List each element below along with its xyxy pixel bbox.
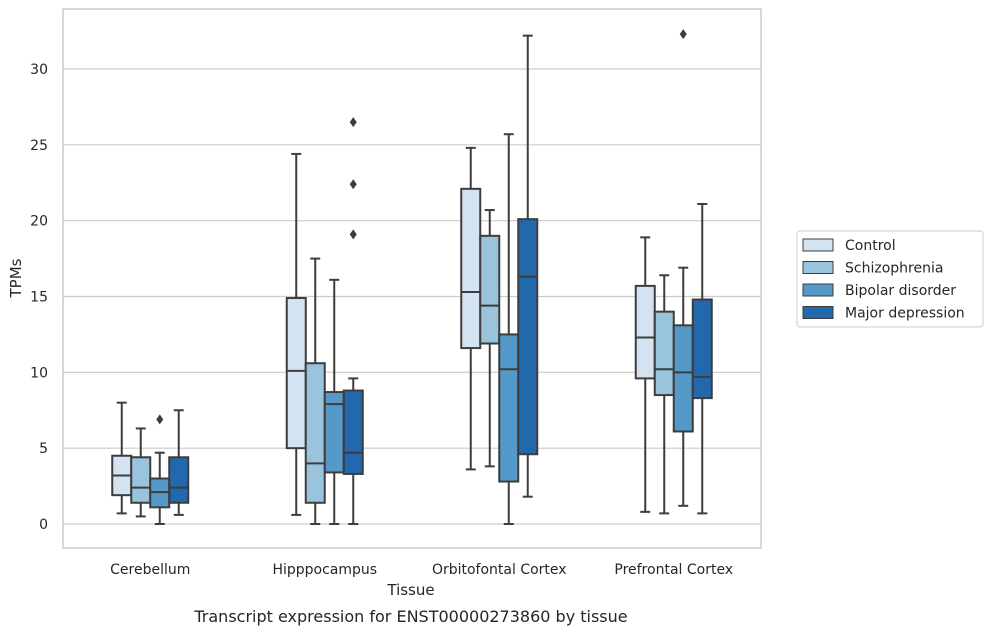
box-orbitofontal-cortex-major-depression <box>517 34 539 498</box>
box-cerebellum-major-depression <box>168 409 190 516</box>
box-cerebellum-control <box>111 401 133 515</box>
box-hipppocampus-bipolar-disorder <box>323 278 345 525</box>
y-tick-label: 25 <box>30 138 48 154</box>
legend-entry: Control <box>845 238 896 254</box>
y-tick-label: 15 <box>30 290 48 306</box>
box-iqr <box>517 218 539 456</box>
box-iqr <box>672 324 694 433</box>
box-iqr <box>634 284 656 380</box>
y-tick-label: 5 <box>39 441 48 457</box>
plot-background <box>63 9 761 548</box>
box-iqr <box>130 456 152 504</box>
box-iqr <box>498 333 520 483</box>
legend-entry: Major depression <box>845 306 965 322</box>
x-axis-label: Tissue <box>386 581 434 599</box>
legend-frame <box>796 230 984 328</box>
box-iqr <box>479 234 501 345</box>
y-tick-label: 20 <box>30 214 48 230</box>
x-tick-label: Prefrontal Cortex <box>614 562 733 578</box>
x-tick-labels: Cerebellum Hipppocampus Orbitofontal Corte… <box>110 562 733 578</box>
box-hipppocampus-major-depression <box>342 117 364 525</box>
legend: Control Schizophrenia Bipolar disorder Majo… <box>796 230 984 328</box>
legend-entry: Schizophrenia <box>845 261 943 277</box>
outlier-point <box>156 414 164 425</box>
box-hipppocampus-control <box>285 152 307 516</box>
box-iqr <box>168 456 190 504</box>
outlier-point <box>349 229 357 240</box>
box-iqr <box>304 362 326 504</box>
plot-frame <box>62 8 762 549</box>
box-iqr <box>653 310 675 397</box>
box-prefrontal-cortex-major-depression <box>691 202 713 515</box>
box-hipppocampus-schizophrenia <box>304 257 326 525</box>
outlier-point <box>679 29 687 40</box>
box-orbitofontal-cortex-schizophrenia <box>479 209 501 468</box>
box-prefrontal-cortex-schizophrenia <box>653 274 675 515</box>
outlier-point <box>349 179 357 190</box>
y-tick-labels: 0 5 10 15 20 25 30 <box>30 62 48 533</box>
legend-swatch <box>802 238 834 252</box>
box-orbitofontal-cortex-control <box>460 146 482 471</box>
y-axis-label: TPMs <box>7 258 25 298</box>
chart-caption: Transcript expression for ENST0000027386… <box>193 607 627 626</box>
box-iqr <box>342 389 364 475</box>
y-tick-label: 10 <box>30 365 48 381</box>
box-iqr <box>691 298 713 400</box>
box-iqr <box>460 187 482 350</box>
legend-entry: Bipolar disorder <box>845 283 956 299</box>
box-iqr <box>285 297 307 450</box>
y-tick-label: 0 <box>39 517 48 533</box>
box-prefrontal-cortex-control <box>634 236 656 513</box>
legend-swatch <box>802 261 834 274</box>
y-tick-label: 30 <box>30 62 48 78</box>
x-tick-label: Orbitofontal Cortex <box>432 562 567 578</box>
x-tick-label: Cerebellum <box>110 562 190 578</box>
legend-swatch <box>802 283 834 297</box>
x-tick-label: Hipppocampus <box>272 562 377 578</box>
boxes <box>111 29 713 525</box>
outlier-point <box>349 117 357 128</box>
legend-swatch <box>802 306 834 319</box>
